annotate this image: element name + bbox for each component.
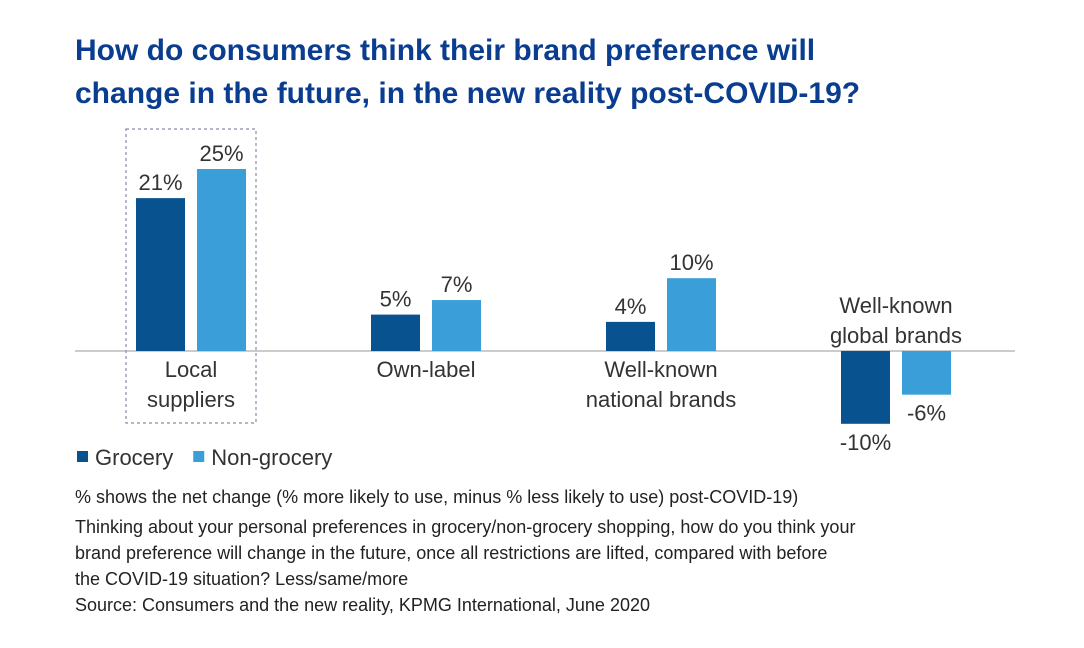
bar [197, 169, 246, 351]
highlight-box [125, 128, 257, 424]
bar [841, 351, 890, 424]
bar [371, 314, 420, 351]
value-label: -6% [907, 401, 946, 426]
value-label: 25% [199, 141, 243, 166]
footnote: Source: Consumers and the new reality, K… [75, 595, 650, 615]
chart-title: change in the future, in the new reality… [75, 77, 860, 110]
value-label: 4% [615, 294, 647, 319]
value-label: 5% [380, 287, 412, 312]
value-label: 10% [669, 250, 713, 275]
legend-swatch [77, 451, 88, 462]
footnote: brand preference will change in the futu… [75, 543, 827, 563]
value-label: 7% [441, 272, 473, 297]
bar [136, 198, 185, 351]
x-tick-label: Own-label [376, 357, 475, 382]
legend-label: Grocery [95, 445, 173, 470]
value-label: -10% [840, 430, 891, 455]
bar [606, 321, 655, 351]
bar [432, 300, 481, 351]
legend-label: Non-grocery [211, 445, 332, 470]
bar [902, 351, 951, 395]
footnote: the COVID-19 situation? Less/same/more [75, 569, 408, 589]
x-tick-label: Well-known global brands [830, 293, 962, 348]
value-label: 21% [138, 170, 182, 195]
chart-title: How do consumers think their brand prefe… [75, 34, 815, 67]
footnote: Thinking about your personal preferences… [75, 517, 855, 537]
bar [667, 278, 716, 351]
x-tick-label: Well-known national brands [586, 357, 736, 412]
footnote: % shows the net change (% more likely to… [75, 487, 798, 507]
x-tick-label: Local suppliers [147, 357, 235, 412]
legend-swatch [193, 451, 205, 462]
